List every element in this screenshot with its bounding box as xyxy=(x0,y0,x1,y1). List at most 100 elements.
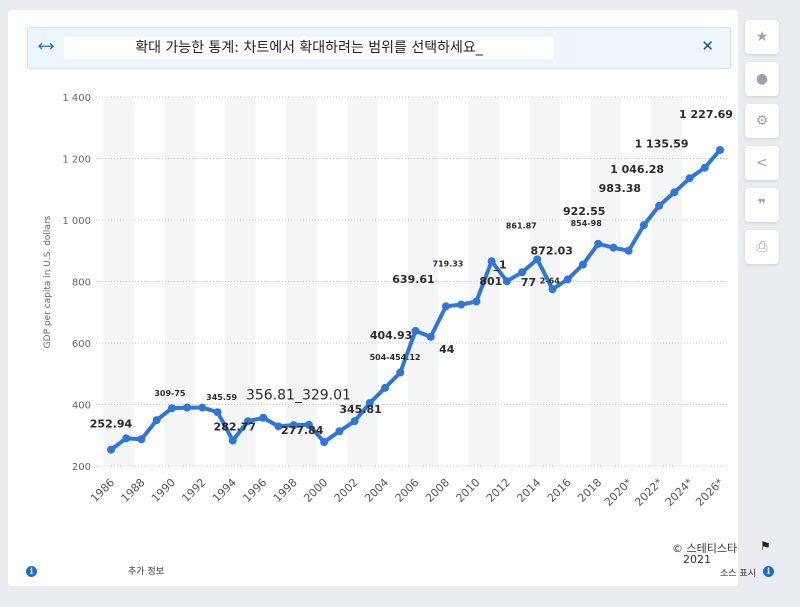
x-tick-label: 2024* xyxy=(663,476,696,509)
x-tick-label: 2016 xyxy=(545,476,574,505)
data-point xyxy=(533,255,542,264)
data-point xyxy=(502,277,511,286)
x-tick-label: 2022* xyxy=(632,476,665,509)
data-point xyxy=(411,326,420,335)
data-point xyxy=(107,445,115,454)
data-label: 922.55 xyxy=(563,205,605,218)
data-point xyxy=(381,383,390,392)
print-button[interactable]: ⎙ xyxy=(745,230,779,264)
x-tick-label: 2008 xyxy=(423,476,452,505)
data-label: 2-64 xyxy=(540,276,560,285)
x-tick-label: 1998 xyxy=(271,476,300,505)
data-point xyxy=(350,417,359,426)
flag-icon[interactable]: ⚑ xyxy=(760,539,771,553)
data-label: 77 xyxy=(521,276,536,289)
year-band xyxy=(286,97,317,466)
x-tick-label: 2010 xyxy=(454,476,483,505)
data-point xyxy=(198,403,207,412)
data-point xyxy=(244,417,253,426)
x-tick-label: 2006 xyxy=(393,476,422,505)
data-label: 309-75 xyxy=(154,389,186,398)
x-tick-label: 2018 xyxy=(575,476,604,505)
notification-button[interactable]: ● xyxy=(745,62,779,96)
data-point xyxy=(137,435,146,444)
data-point xyxy=(655,201,664,210)
data-label: 252.94 xyxy=(90,418,133,431)
data-label: 345.59 xyxy=(206,393,237,402)
data-point xyxy=(365,398,374,407)
series-points xyxy=(107,145,724,454)
settings-button[interactable]: ⚙ xyxy=(745,104,779,138)
quote-icon: ❞ xyxy=(757,197,767,213)
data-point xyxy=(320,438,329,447)
y-axis-label: GDP per capita in U.S. dollars xyxy=(43,215,53,348)
data-label: 1 135.59 xyxy=(635,137,689,150)
x-tick-label: 1996 xyxy=(240,476,269,505)
gear-icon: ⚙ xyxy=(755,113,769,129)
zoom-banner: ⤢ 확대 가능한 통계: 차트에서 확대하려는 범위를 선택하세요_ ✕ xyxy=(27,27,731,69)
x-axis-ticks: 1986 1988 1990 1992 1994 1996 1998 2000 2002 2004… xyxy=(88,476,726,509)
data-point xyxy=(122,434,131,443)
x-tick-label: 2026* xyxy=(693,476,726,509)
x-tick-label: 1986 xyxy=(88,476,117,505)
source-info-icon[interactable]: i xyxy=(763,566,774,577)
cite-button[interactable]: ❞ xyxy=(745,188,779,222)
more-info-link[interactable]: 추가 정보 xyxy=(128,567,164,577)
data-label: 1 046.28 xyxy=(610,163,664,176)
data-point xyxy=(578,260,587,269)
info-icon[interactable]: i xyxy=(26,566,37,577)
data-label: 504-454.12 xyxy=(370,353,421,362)
data-point xyxy=(441,302,450,311)
data-point xyxy=(396,368,405,377)
favorite-button[interactable]: ★ xyxy=(745,20,779,54)
x-tick-label: 2000 xyxy=(301,476,330,505)
copyright-text: © 스테티스타 xyxy=(672,542,738,555)
data-label: 719.33 xyxy=(433,259,464,268)
data-point xyxy=(563,275,572,284)
y-tick-label: 1 200 xyxy=(62,155,91,166)
data-point xyxy=(304,420,313,429)
data-point xyxy=(609,243,618,252)
data-point xyxy=(274,422,283,431)
data-label: 983.38 xyxy=(599,182,641,195)
share-button[interactable]: < xyxy=(745,146,779,180)
data-point xyxy=(213,408,222,417)
data-point xyxy=(487,257,496,266)
data-label: 277.84 xyxy=(281,424,324,437)
year-band xyxy=(590,97,622,466)
copyright-year: 2021 xyxy=(683,553,711,566)
y-tick-label: 1 400 xyxy=(62,93,91,104)
data-label: 872.03 xyxy=(531,244,573,257)
data-point xyxy=(624,246,633,255)
close-icon[interactable]: ✕ xyxy=(701,37,714,55)
data-point xyxy=(289,421,298,430)
show-source-link[interactable]: 소스 표시 xyxy=(720,569,756,579)
y-tick-label: 600 xyxy=(72,339,91,350)
x-tick-label: 2020* xyxy=(602,476,635,509)
data-point xyxy=(167,404,176,413)
data-label: 861.87 xyxy=(506,221,537,230)
x-tick-label: 1988 xyxy=(119,476,148,505)
data-point xyxy=(183,403,192,412)
bell-icon: ● xyxy=(755,71,769,87)
data-point xyxy=(685,174,694,183)
data-point xyxy=(259,413,268,422)
data-label: 1 227.69 xyxy=(679,108,733,121)
print-icon: ⎙ xyxy=(756,239,768,255)
share-icon: < xyxy=(756,155,768,171)
data-point xyxy=(639,221,648,230)
star-icon: ★ xyxy=(755,29,769,45)
data-label: 345.81 xyxy=(339,403,381,416)
data-point xyxy=(228,436,237,445)
y-tick-label: 1 000 xyxy=(62,216,91,227)
zoom-instruction-text: 확대 가능한 통계: 차트에서 확대하려는 범위를 선택하세요_ xyxy=(64,37,554,59)
data-point xyxy=(152,416,161,425)
data-label: 854-98 xyxy=(571,219,603,228)
x-tick-label: 2012 xyxy=(484,476,513,505)
x-tick-label: 1994 xyxy=(210,476,239,505)
data-point xyxy=(457,300,466,309)
data-label: _1 xyxy=(493,258,506,271)
data-point xyxy=(472,297,481,306)
data-label: 801 xyxy=(479,275,502,288)
